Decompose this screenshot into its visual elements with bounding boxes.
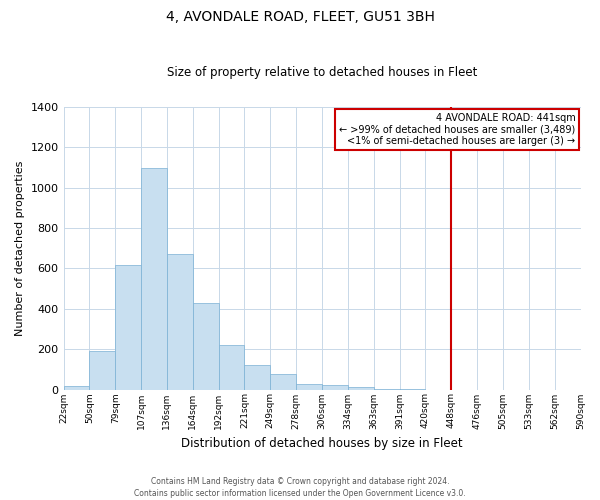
- Text: 4 AVONDALE ROAD: 441sqm
← >99% of detached houses are smaller (3,489)
<1% of sem: 4 AVONDALE ROAD: 441sqm ← >99% of detach…: [339, 112, 575, 146]
- Bar: [218, 345, 244, 390]
- Bar: [115, 266, 141, 390]
- Bar: [244, 366, 271, 390]
- Bar: [64, 386, 89, 390]
- Bar: [141, 168, 167, 390]
- Bar: [400, 389, 425, 390]
- Y-axis label: Number of detached properties: Number of detached properties: [15, 160, 25, 336]
- X-axis label: Distribution of detached houses by size in Fleet: Distribution of detached houses by size …: [181, 437, 463, 450]
- Bar: [374, 388, 400, 390]
- Bar: [89, 351, 115, 390]
- Text: 4, AVONDALE ROAD, FLEET, GU51 3BH: 4, AVONDALE ROAD, FLEET, GU51 3BH: [166, 10, 434, 24]
- Text: Contains HM Land Registry data © Crown copyright and database right 2024.
Contai: Contains HM Land Registry data © Crown c…: [134, 476, 466, 498]
- Bar: [348, 388, 374, 390]
- Bar: [296, 384, 322, 390]
- Bar: [271, 374, 296, 390]
- Title: Size of property relative to detached houses in Fleet: Size of property relative to detached ho…: [167, 66, 477, 80]
- Bar: [322, 386, 348, 390]
- Bar: [167, 254, 193, 390]
- Bar: [193, 303, 218, 390]
